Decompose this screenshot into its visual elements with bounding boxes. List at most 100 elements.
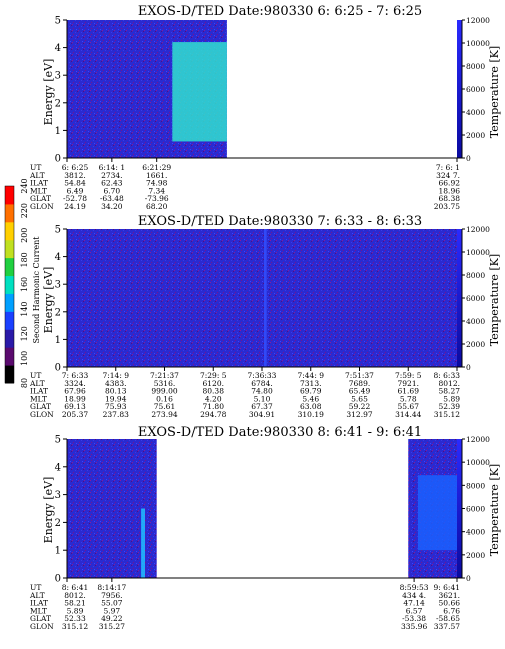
y-tick-label: 2 (55, 307, 61, 318)
colorbar-swatch (5, 329, 14, 348)
info-cell: 3324. (64, 379, 85, 388)
y-tick-label: 3 (55, 280, 61, 291)
info-cell: 0.16 (156, 394, 173, 403)
info-cell: 55.67 (398, 402, 420, 411)
info-cell: 74.98 (146, 179, 168, 188)
info-row-label: MLT (30, 394, 47, 403)
colorbar-tick-label: 200 (20, 228, 29, 243)
info-cell: 3621. (439, 591, 460, 600)
info-cell: 8:14:17 (97, 583, 126, 592)
info-cell: 74.80 (251, 387, 273, 396)
y-tick-label: 0 (55, 154, 61, 165)
info-cell: 294.78 (200, 410, 226, 419)
y-right-tick-label: 6000 (466, 505, 485, 514)
temperature-bar (457, 20, 462, 158)
info-cell: 50.66 (439, 599, 461, 608)
colorbar-swatch (5, 203, 14, 223)
info-cell: 304.91 (249, 410, 275, 419)
info-cell: -63.48 (100, 194, 124, 203)
info-cell: 6:14: 1 (99, 163, 126, 172)
y-tick-label: 0 (55, 363, 61, 374)
y-right-tick-label: 0 (466, 574, 471, 583)
info-cell: 4.20 (205, 394, 222, 403)
y-right-tick-label: 0 (466, 154, 471, 163)
info-cell: 5.78 (400, 394, 417, 403)
info-row-label: ALT (29, 171, 45, 180)
info-cell: -73.96 (145, 194, 169, 203)
info-cell: 34.20 (101, 202, 123, 211)
info-cell: 5.46 (302, 394, 319, 403)
colorbar-frame (4, 185, 15, 384)
colorbar-tick-label: 180 (20, 252, 29, 267)
info-cell: 7:29: 5 (200, 371, 227, 380)
info-cell: 6: 6:25 (62, 163, 89, 172)
colorbar-swatch (5, 365, 14, 384)
y-right-tick-label: 12000 (466, 435, 490, 444)
info-cell: 71.80 (203, 402, 225, 411)
info-cell: 7:36:33 (248, 371, 277, 380)
plot-area: 0 1 2 3 4 5 0 2000 4000 6000 8000 10000 12000 (55, 435, 490, 585)
y-axis-right-label: Temperature [K] (488, 254, 501, 346)
info-cell: 1661. (146, 171, 167, 180)
y-right-tick-label: 2000 (466, 131, 485, 140)
info-cell: 273.94 (151, 410, 177, 419)
info-cell: 49.22 (101, 614, 123, 623)
info-cell: 203.75 (434, 202, 460, 211)
y-right-tick-label: 10000 (466, 248, 490, 257)
info-cell: 8: 6:33 (433, 371, 460, 380)
panel-title: EXOS-D/TED Date:980330 7: 6:33 - 8: 6:33 (138, 214, 422, 229)
y-right-tick-label: 4000 (466, 317, 485, 326)
colorbar-swatch (5, 275, 14, 294)
y-tick-label: 5 (55, 225, 61, 236)
info-cell: 6.49 (67, 186, 84, 195)
info-cell: 8:59:53 (400, 583, 429, 592)
info-cell: 315.12 (62, 622, 88, 631)
colorbar-swatch (5, 347, 14, 366)
info-cell: 3812. (64, 171, 85, 180)
plot-area: 0 1 2 3 4 5 0 2000 4000 6000 8000 10000 12000 (55, 16, 490, 165)
colorbar-ticks: 80 100 120 140 160 180 200 220 240 (20, 178, 29, 388)
info-cell: 337.57 (434, 622, 460, 631)
info-cell: 310.19 (298, 410, 324, 419)
info-cell: 7921. (398, 379, 419, 388)
info-cell: 63.08 (300, 402, 322, 411)
info-cell: 5.89 (443, 394, 460, 403)
info-cell: 47.14 (403, 599, 425, 608)
info-cell: 237.83 (103, 410, 129, 419)
info-cell: 19.94 (105, 394, 127, 403)
info-cell: 8012. (439, 379, 460, 388)
info-cell: 5.89 (67, 606, 84, 615)
info-cell: 5.97 (103, 606, 120, 615)
y-tick-label: 3 (55, 490, 61, 501)
y-tick-label: 1 (55, 126, 61, 137)
info-row-label: ILAT (30, 179, 48, 188)
y-tick-label: 2 (55, 518, 61, 529)
y-tick-label: 3 (55, 71, 61, 82)
y-axis-right-label: Temperature [K] (488, 46, 501, 138)
plot-area: 0 1 2 3 4 5 0 2000 4000 6000 8000 10000 12000 (55, 225, 490, 374)
colorbar-swatch (5, 293, 14, 312)
info-row-label: UT (30, 583, 41, 592)
info-cell: 24.19 (64, 202, 86, 211)
info-cell: 6120. (203, 379, 224, 388)
info-cell: 6.76 (443, 606, 460, 615)
info-cell: -53.38 (402, 614, 426, 623)
colorbar-swatch (5, 186, 14, 205)
info-cell: 18.96 (439, 186, 461, 195)
info-cell: 80.38 (203, 387, 225, 396)
info-cell: 80.13 (105, 387, 127, 396)
y-right-tick-label: 12000 (466, 16, 490, 25)
info-cell: 67.37 (251, 402, 273, 411)
panel-title: EXOS-D/TED Date:980330 6: 6:25 - 7: 6:25 (138, 4, 422, 19)
temperature-bar (457, 229, 462, 367)
info-cell: 7.34 (148, 186, 165, 195)
info-cell: 7313. (300, 379, 321, 388)
colorbar-tick-label: 100 (20, 351, 29, 366)
y-axis-label: Energy [eV] (42, 477, 55, 544)
colorbar-swatch (5, 311, 14, 330)
info-row-label: ALT (29, 379, 45, 388)
y-tick-label: 1 (55, 546, 61, 557)
colorbar-tick-label: 140 (20, 301, 29, 316)
info-cell: 6784. (251, 379, 272, 388)
